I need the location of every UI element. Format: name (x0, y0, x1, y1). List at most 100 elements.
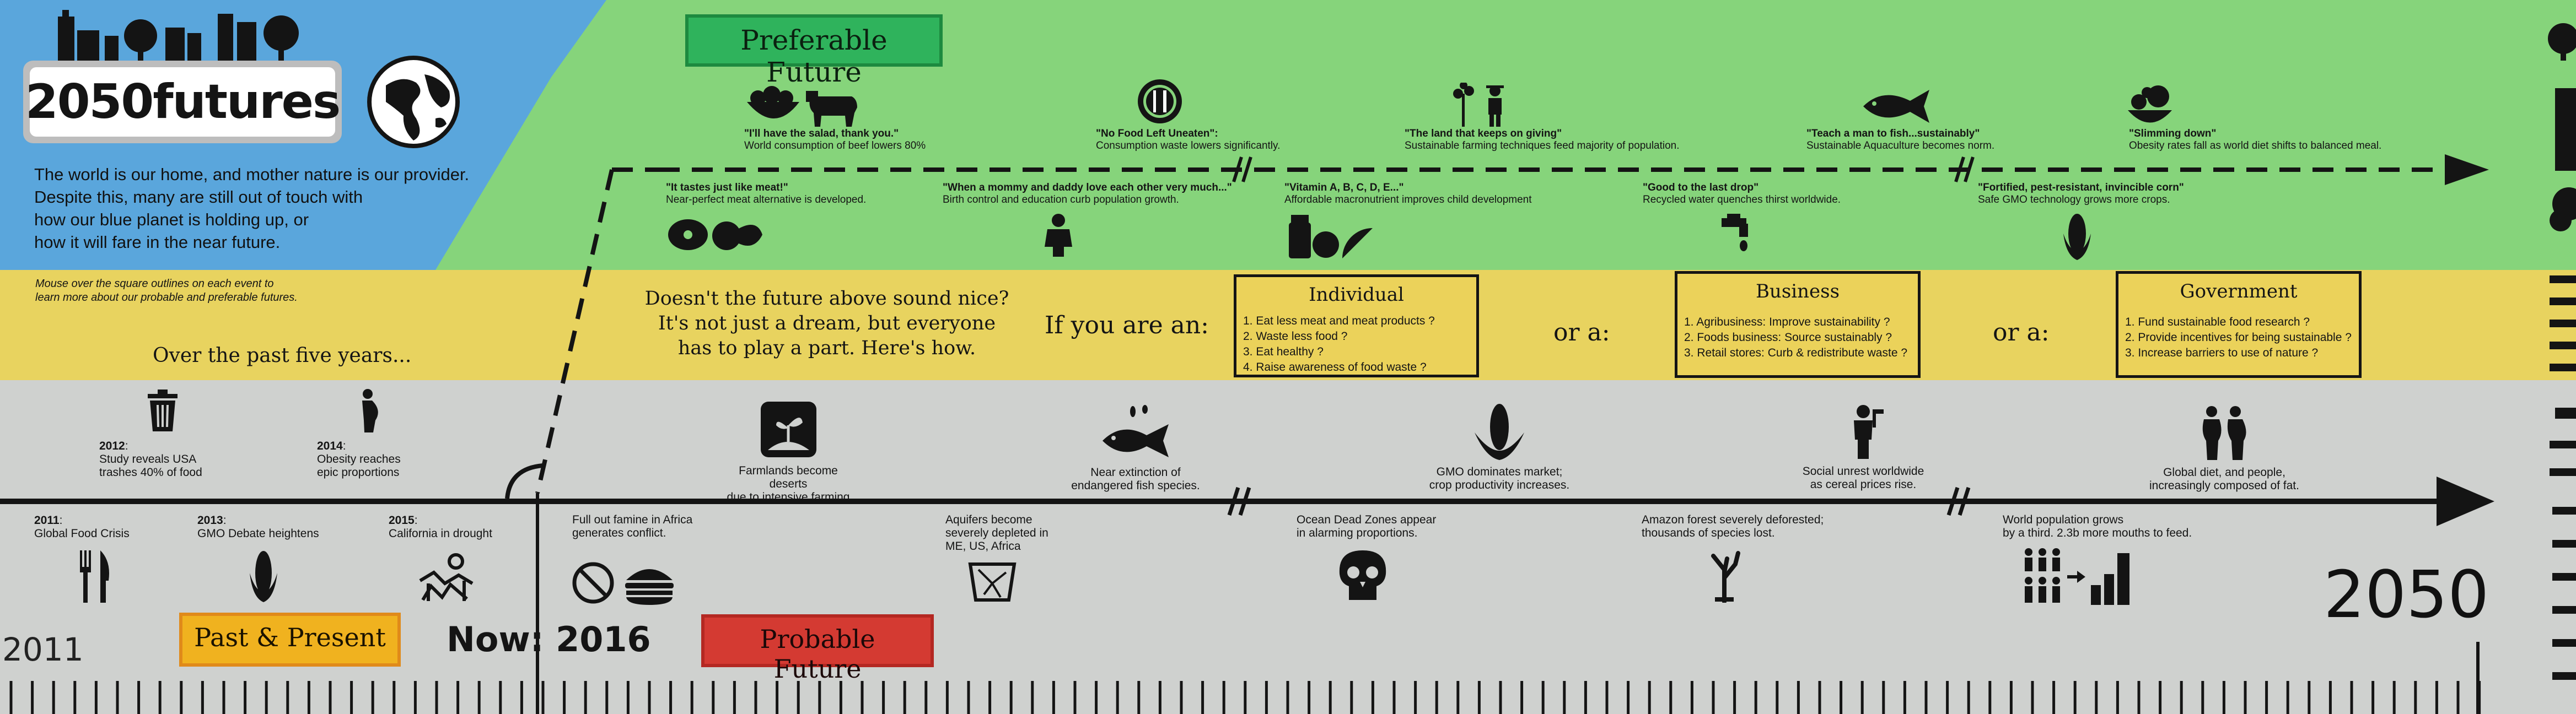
role-item[interactable]: 1. Eat less meat and meat products ? (1243, 315, 1435, 327)
past-present-tag: Past & Present (179, 613, 401, 667)
event-title: "No Food Left Uneaten": (1096, 128, 1218, 139)
end-year: 2050 (2324, 556, 2489, 632)
role-title: Individual (1309, 284, 1404, 306)
event-desc: increasingly composed of fat. (2149, 479, 2299, 492)
intro-line: how our blue planet is holding up, or (34, 210, 309, 229)
role-item[interactable]: 2. Provide incentives for being sustaina… (2125, 331, 2352, 344)
meat-alternative-icon (668, 219, 762, 250)
past-event-2013[interactable]: 2013: GMO Debate heightens (197, 514, 319, 606)
person-icon (1045, 214, 1072, 257)
event-desc: Sustainable farming techniques feed majo… (1405, 140, 1680, 152)
probable-below-event-1[interactable]: Full out famine in Africa generates conf… (572, 513, 692, 608)
desert-sprout-icon (760, 402, 816, 457)
faucet-icon (1722, 214, 1748, 251)
intro-line: The world is our home, and mother nature… (34, 165, 470, 184)
role-item[interactable]: 1. Agribusiness: Improve sustainability … (1684, 316, 1890, 328)
pref-top-event-2[interactable] (1137, 78, 1184, 128)
event-title: "Slimming down" (2129, 128, 2217, 139)
event-title: "It tastes just like meat!" (666, 182, 788, 193)
hint-line: Mouse over the square outlines on each e… (35, 278, 274, 290)
corn-icon (1475, 404, 1524, 460)
probable-below-event-3[interactable]: Ocean Dead Zones appear in alarming prop… (1297, 513, 1436, 605)
event-desc: Farmlands become deserts (739, 464, 838, 490)
obese-person-icon (362, 389, 378, 432)
cta-line: Doesn't the future above sound nice? (644, 288, 1009, 310)
start-year: 2011 (2, 631, 84, 668)
role-item[interactable]: 4. Raise awareness of food waste ? (1243, 361, 1427, 374)
probable-above-event-3[interactable]: GMO dominates market; crop productivity … (1425, 402, 1574, 492)
pref-top-event-4[interactable] (1860, 87, 1932, 128)
pref-bottom-event-4[interactable]: "Good to the last drop" Recycled water q… (1643, 182, 1841, 254)
hint-line: learn more about our probable and prefer… (35, 291, 298, 304)
probable-below-event-4[interactable]: Amazon forest severely deforested; thous… (1642, 513, 1824, 605)
event-desc: crop productivity increases. (1429, 479, 1570, 491)
past-event-2015[interactable]: 2015: California in drought (389, 514, 492, 605)
event-desc: Ocean Dead Zones appear (1297, 513, 1437, 526)
event-year: 2012 (99, 440, 125, 452)
event-desc: California in drought (389, 527, 492, 540)
fork-knife-icon (80, 550, 109, 603)
globe-icon (367, 56, 460, 148)
event-desc: Global diet, and people, (2163, 466, 2285, 479)
event-desc: Amazon forest severely deforested; (1642, 513, 1824, 526)
role-item[interactable]: 3. Eat healthy ? (1243, 345, 1324, 358)
event-desc: Global Food Crisis (34, 527, 130, 540)
event-desc: Near-perfect meat alternative is develop… (666, 194, 867, 205)
event-desc: Obesity rates fall as world diet shifts … (2129, 140, 2382, 152)
role-item[interactable]: 1. Fund sustainable food research ? (2125, 316, 2310, 328)
role-box-government[interactable]: Government 1. Fund sustainable food rese… (2116, 271, 2362, 378)
event-desc: Safe GMO technology grows more crops. (1978, 194, 2170, 205)
healthy-food-icon (2128, 85, 2172, 123)
probable-below-event-2[interactable]: Aquifers become severely depleted in ME,… (945, 513, 1048, 605)
brand-title: 2050futures (25, 74, 341, 129)
pref-top-event-5[interactable] (2125, 83, 2175, 129)
event-desc: trashes 40% of food (99, 466, 202, 479)
event-desc: Full out famine in Africa (572, 513, 693, 526)
event-year: 2015 (389, 514, 415, 527)
pref-bottom-event-2[interactable]: "When a mommy and daddy love each other … (943, 182, 1232, 259)
pref-bottom-event-3[interactable]: "Vitamin A, B, C, D, E..." Affordable ma… (1284, 182, 1532, 264)
role-box-individual[interactable]: Individual 1. Eat less meat and meat pro… (1234, 274, 1479, 377)
role-title: Business (1755, 280, 1840, 302)
hint-text: Mouse over the square outlines on each e… (35, 277, 298, 305)
event-desc: Affordable macronutrient improves child … (1284, 194, 1532, 205)
pref-bottom-event-1[interactable]: "It tastes just like meat!" Near-perfect… (666, 182, 866, 259)
event-desc: severely depleted in (945, 527, 1048, 539)
drought-icon (419, 553, 474, 601)
pref-top-event-3[interactable] (1450, 82, 1516, 129)
role-item[interactable]: 3. Retail stores: Curb & redistribute wa… (1684, 347, 1908, 359)
now-label: Now: 2016 (447, 619, 651, 659)
event-desc: Recycled water quenches thirst worldwide… (1643, 194, 1841, 205)
role-item[interactable]: 2. Waste less food ? (1243, 330, 1348, 343)
past-event-2012[interactable]: 2012: Study reveals USA trashes 40% of f… (99, 388, 202, 479)
event-desc: Aquifers become (945, 513, 1032, 526)
salad-cow-icon (747, 86, 857, 127)
cta-line: It's not just a dream, but everyone (658, 312, 996, 334)
probable-above-event-4[interactable]: Social unrest worldwide as cereal prices… (1797, 404, 1929, 491)
probable-above-event-5[interactable]: Global diet, and people, increasingly co… (2147, 405, 2301, 493)
event-desc: in alarming proportions. (1297, 527, 1418, 539)
event-desc: due to intensive farming (727, 491, 850, 504)
role-box-business[interactable]: Business 1. Agribusiness: Improve sustai… (1675, 271, 1921, 378)
past-event-2014[interactable]: 2014: Obesity reaches epic proportions (317, 388, 401, 479)
role-item[interactable]: 2. Foods business: Source sustainably ? (1684, 331, 1892, 344)
event-desc: epic proportions (317, 466, 400, 479)
probable-above-event-1[interactable]: Farmlands become deserts due to intensiv… (722, 401, 854, 504)
event-desc: Social unrest worldwide (1802, 465, 1924, 478)
probable-above-event-2[interactable]: Near extinction of endangered fish speci… (1064, 405, 1207, 493)
role-item[interactable]: 3. Increase barriers to use of nature ? (2125, 347, 2319, 359)
event-title: "Fortified, pest-resistant, invincible c… (1978, 182, 2184, 193)
event-title: "Good to the last drop" (1643, 182, 1759, 193)
pref-top-event-1[interactable] (744, 83, 860, 132)
intro-line: how it will fare in the near future. (34, 232, 281, 252)
past-event-2011[interactable]: 2011: Global Food Crisis (34, 514, 130, 605)
pref-bottom-event-5[interactable]: "Fortified, pest-resistant, invincible c… (1978, 182, 2184, 264)
intro-line: Despite this, many are still out of touc… (34, 187, 363, 207)
cta-text: Doesn't the future above sound nice? It'… (628, 286, 1025, 361)
event-desc: World population grows (2003, 513, 2124, 526)
probable-below-event-5[interactable]: World population grows by a third. 2.3b … (2003, 513, 2192, 610)
preferable-future-tag: Preferable Future (685, 14, 943, 88)
probable-future-tag: Probable Future (701, 614, 934, 684)
event-desc: Birth control and education curb populat… (943, 194, 1179, 205)
